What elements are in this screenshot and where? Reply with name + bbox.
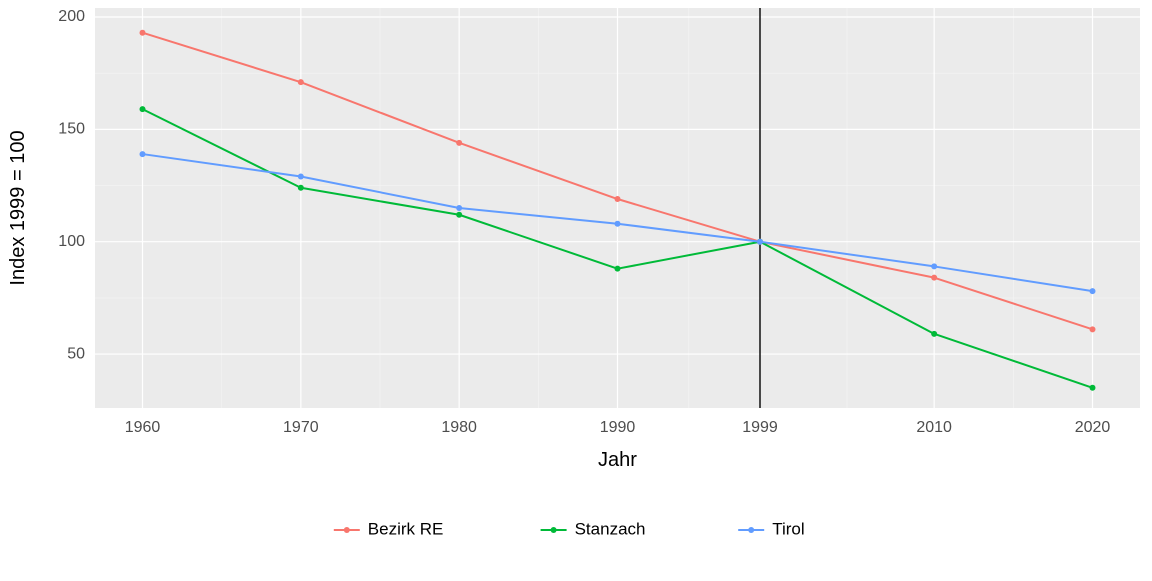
y-tick-label: 50 [67, 345, 85, 362]
series-point [931, 331, 937, 337]
series-point [1090, 385, 1096, 391]
series-point [456, 140, 462, 146]
series-point [140, 151, 146, 157]
y-tick-label: 100 [58, 233, 85, 250]
x-tick-label: 2010 [916, 419, 952, 436]
series-point [140, 30, 146, 36]
series-point [615, 266, 621, 272]
legend-point-icon [748, 527, 754, 533]
x-tick-label: 1990 [600, 419, 636, 436]
series-point [1090, 326, 1096, 332]
index-line-chart: 50 100 150 200 1960 1970 1980 1990 1999 2010 2020 I… [0, 0, 1152, 576]
legend-point-icon [344, 527, 350, 533]
series-point [931, 275, 937, 281]
series-point [298, 79, 304, 85]
legend-label: Stanzach [575, 519, 646, 538]
x-tick-label: 1999 [742, 419, 778, 436]
series-point [615, 196, 621, 202]
y-tick-label: 200 [58, 8, 85, 25]
y-axis-title: Index 1999 = 100 [7, 130, 29, 285]
x-tick-label: 1970 [283, 419, 319, 436]
series-point [757, 239, 763, 245]
chart-svg: 50 100 150 200 1960 1970 1980 1990 1999 2010 2020 I… [0, 0, 1152, 576]
legend-label: Bezirk RE [368, 519, 444, 538]
series-point [615, 221, 621, 227]
x-axis-title: Jahr [598, 449, 637, 471]
series-point [140, 106, 146, 112]
x-tick-label: 1980 [441, 419, 477, 436]
y-tick-label: 150 [58, 121, 85, 138]
series-point [456, 212, 462, 218]
series-point [298, 174, 304, 180]
x-tick-label: 2020 [1075, 419, 1111, 436]
legend-point-icon [551, 527, 557, 533]
series-point [298, 185, 304, 191]
legend-label: Tirol [772, 519, 804, 538]
series-point [931, 263, 937, 269]
series-point [1090, 288, 1096, 294]
x-tick-label: 1960 [125, 419, 161, 436]
series-point [456, 205, 462, 211]
